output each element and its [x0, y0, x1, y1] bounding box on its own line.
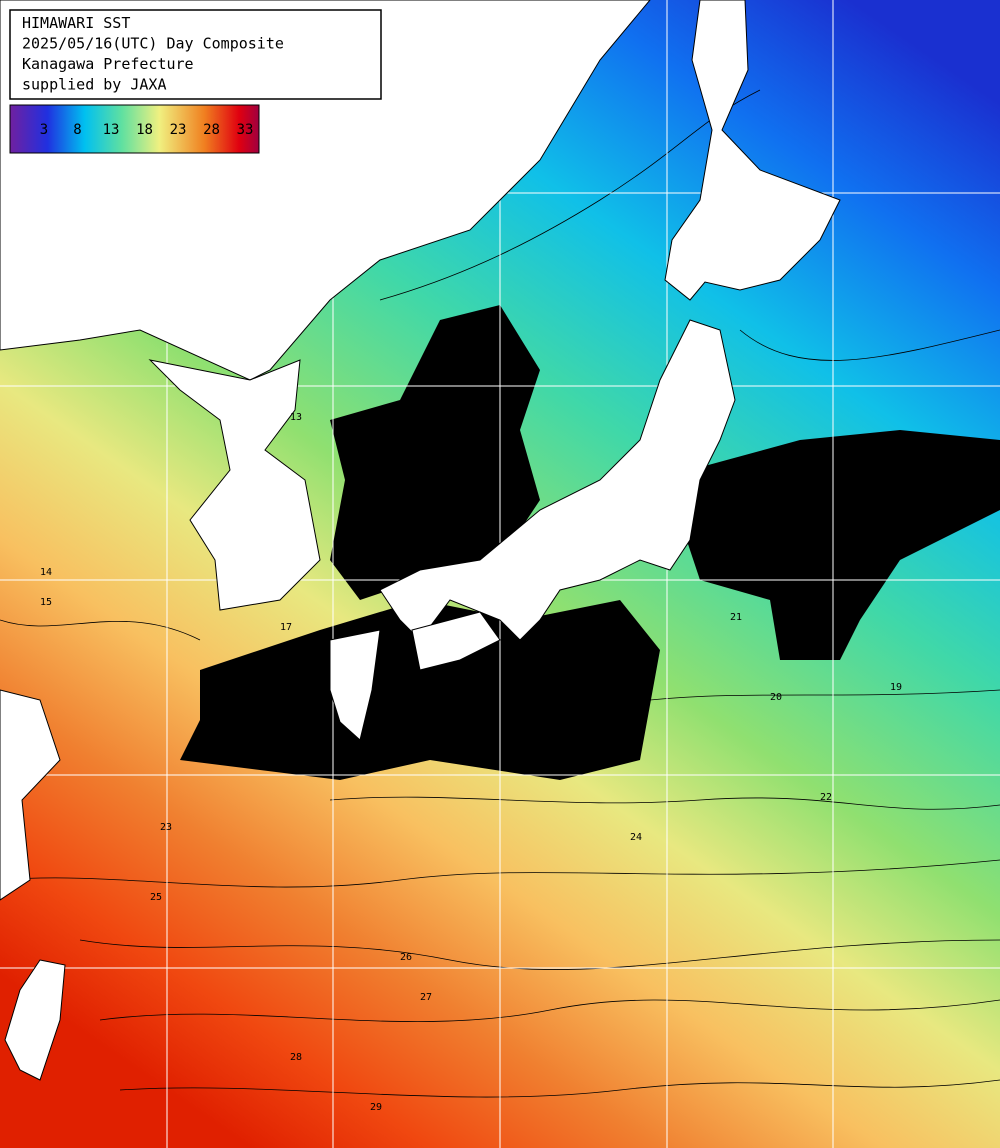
clouds [180, 305, 1000, 780]
legend-tick-label: 23 [170, 122, 187, 138]
contour-line [649, 689, 1000, 701]
china-coast [0, 689, 61, 901]
hokkaido [664, 0, 841, 301]
kyushu [329, 629, 381, 741]
honshu [379, 319, 736, 641]
contour-label: 21 [730, 612, 742, 623]
cloud [680, 430, 1000, 660]
contour-label: 17 [280, 622, 292, 633]
contour-label: 28 [290, 1052, 302, 1063]
title-line: supplied by JAXA [22, 76, 167, 94]
taiwan [4, 959, 66, 1081]
contour-label: 22 [820, 792, 832, 803]
contour-line [0, 619, 201, 641]
legend-tick-label: 18 [136, 122, 153, 138]
shikoku [411, 611, 501, 671]
contour-line [0, 859, 1000, 888]
title-box [9, 9, 382, 100]
legend-tick-label: 8 [73, 122, 81, 138]
legend-tick-label: 13 [103, 122, 120, 138]
title-line: HIMAWARI SST [22, 14, 130, 32]
contour-line [329, 796, 1000, 810]
contour-line [739, 329, 1000, 361]
legend-tick-label: 33 [237, 122, 254, 138]
contour-line [99, 999, 1000, 1022]
contour-label: 13 [290, 412, 302, 423]
contour-label: 19 [890, 682, 902, 693]
legend-tick-label: 28 [203, 122, 220, 138]
legend-tick-label: 3 [40, 122, 48, 138]
cloud [330, 305, 540, 600]
contour-line [119, 1079, 1000, 1098]
contour-label: 29 [370, 1102, 382, 1113]
contour-label: 14 [40, 567, 52, 578]
color-bar [9, 104, 260, 154]
contour-label: 23 [160, 822, 172, 833]
korea [148, 359, 321, 611]
contour-label: 24 [630, 832, 642, 843]
contour-label: 15 [40, 597, 52, 608]
contour-label: 20 [770, 692, 782, 703]
contour-label: 26 [400, 952, 412, 963]
contour-label: 25 [150, 892, 162, 903]
cloud [180, 600, 660, 780]
contours [0, 89, 1000, 1098]
contour-line [79, 939, 1000, 970]
title-line: 2025/05/16(UTC) Day Composite [22, 35, 284, 53]
contour-label: 27 [420, 992, 432, 1003]
title-line: Kanagawa Prefecture [22, 55, 194, 73]
